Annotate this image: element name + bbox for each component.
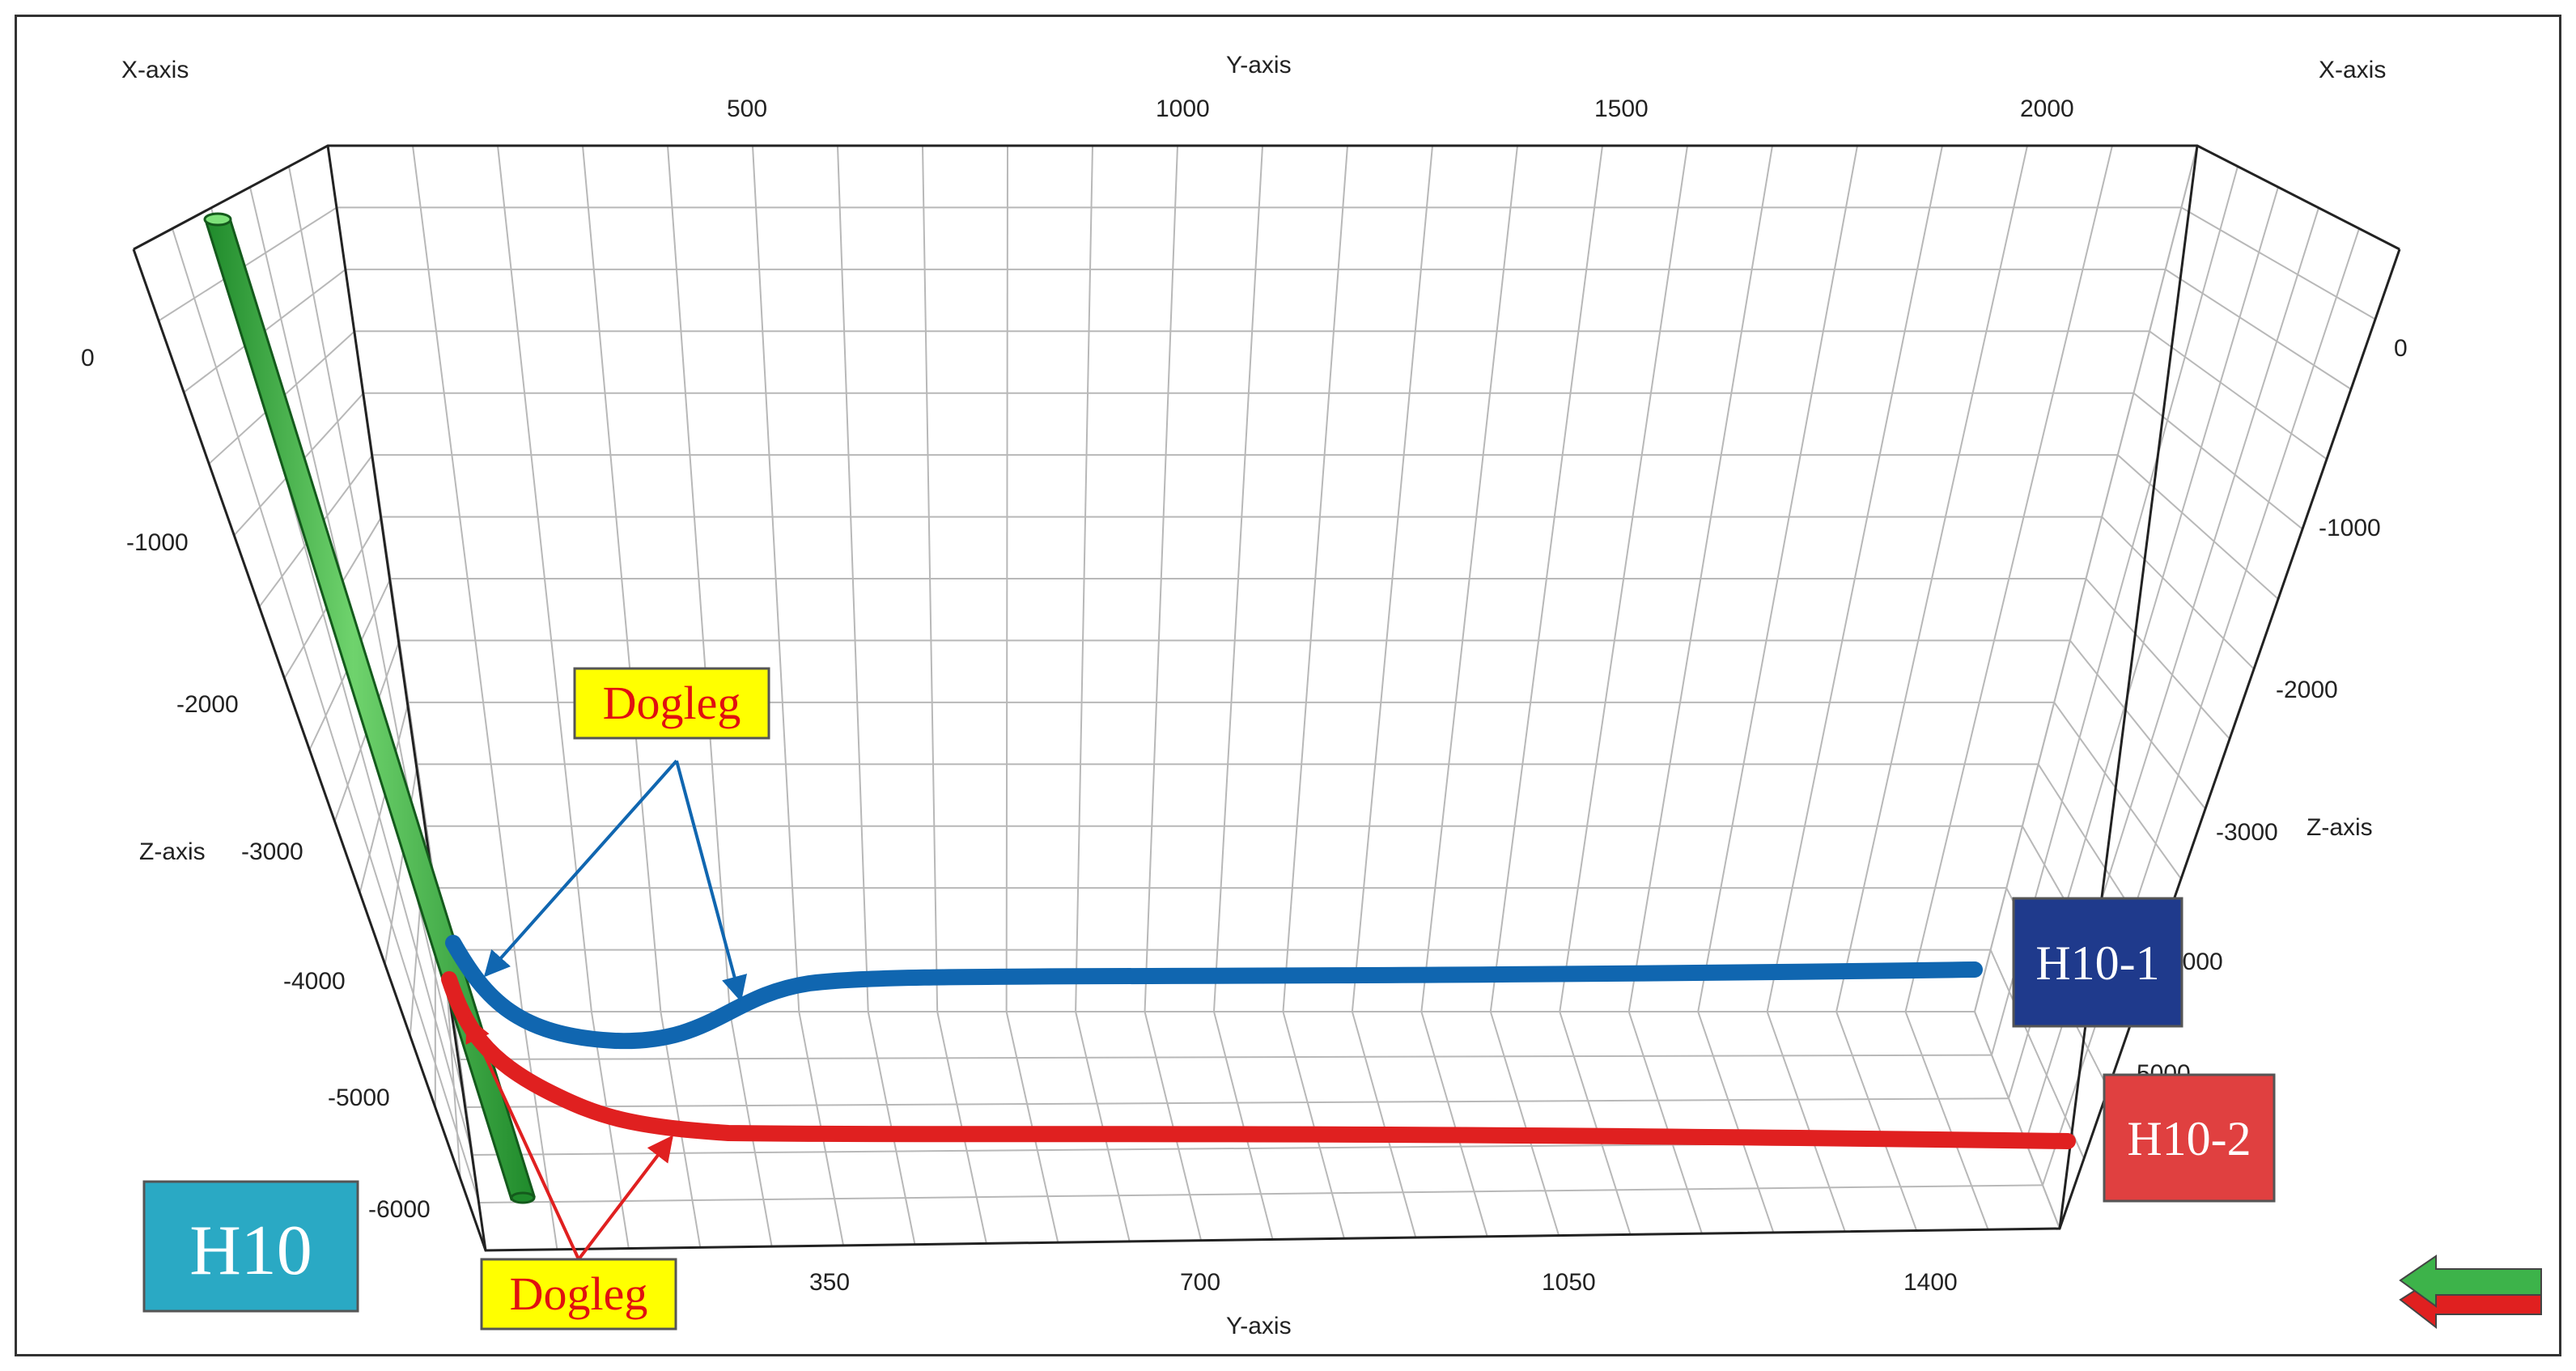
top-tick-label: 2000	[2020, 96, 2074, 122]
left-z-tick-label: -3000	[241, 838, 303, 865]
top-tick-label: 1000	[1156, 96, 1210, 122]
grid-line	[521, 1011, 558, 1250]
well-label-h10-1: H10-1	[2012, 897, 2183, 1028]
left-z-tick-label: -4000	[283, 968, 346, 995]
y-axis-title-bottom: Y-axis	[1226, 1313, 1292, 1339]
grid-line	[359, 702, 410, 893]
branch-h10-1-trajectory	[445, 935, 1983, 1050]
bottom-tick-label: 350	[809, 1269, 850, 1296]
dogleg-arrows-bottom	[465, 1016, 673, 1261]
grid-line	[2069, 639, 2206, 810]
grid-line	[2042, 228, 2360, 1186]
grid-line	[1282, 1011, 1345, 1239]
bottom-tick-label: 700	[1180, 1269, 1220, 1296]
grid-line	[2149, 330, 2328, 461]
left-z-tick-label: -2000	[176, 691, 239, 718]
grid-line	[2117, 454, 2279, 600]
grid-line	[459, 1054, 1992, 1060]
grid-line	[2165, 269, 2352, 390]
z-axis-title-left: Z-axis	[139, 838, 206, 865]
grid-line	[2101, 516, 2255, 670]
figure-frame	[15, 15, 2561, 1356]
bottom-tick-label: 1400	[1903, 1269, 1958, 1296]
dogleg-arrows-top	[483, 759, 748, 1003]
grid-line	[1904, 1011, 1989, 1230]
grid-line	[1766, 1011, 1846, 1233]
grid-line	[590, 1011, 630, 1249]
left-z-tick-label: 0	[81, 345, 95, 371]
grid-line	[1559, 1011, 1632, 1235]
well-label-h10-2: H10-2	[2103, 1073, 2276, 1203]
left-z-tick-label: -6000	[368, 1196, 431, 1223]
top-tick-label: 1500	[1594, 96, 1649, 122]
grid-line	[172, 228, 480, 1203]
well-label-h10: H10	[142, 1180, 359, 1313]
grid-line	[158, 206, 337, 322]
top-tick-label: 500	[727, 96, 767, 122]
grid-line	[2180, 206, 2376, 320]
dogleg-callout-bottom-label: Dogleg	[510, 1267, 648, 1320]
view-direction-arrow-icon[interactable]	[2399, 1254, 2542, 1330]
grid-line	[1974, 145, 2198, 1012]
grid-line	[2133, 392, 2303, 530]
x-axis-title-left: X-axis	[121, 57, 189, 83]
grid-line	[1835, 1011, 1918, 1231]
grid-line	[1351, 1011, 1417, 1238]
right-z-tick-label: -1000	[2319, 515, 2381, 541]
grid-line	[1628, 1011, 1703, 1234]
well-label-h10-2-text: H10-2	[2127, 1112, 2251, 1165]
grid-line	[1974, 1011, 2060, 1229]
dogleg-callout-top-label: Dogleg	[603, 677, 741, 729]
grid-line	[384, 764, 418, 965]
grid-line	[2053, 702, 2182, 880]
left-z-tick-label: -1000	[126, 529, 189, 556]
well-label-h10-text: H10	[189, 1212, 312, 1290]
z-axis-title-right: Z-axis	[2307, 814, 2373, 841]
y-axis-title-top: Y-axis	[1226, 52, 1292, 79]
well-label-h10-1-text: H10-1	[2035, 936, 2159, 990]
dogleg-callout-bottom: Dogleg	[480, 1258, 677, 1331]
right-z-tick-label: -3000	[2216, 819, 2278, 846]
grid-line	[1697, 1011, 1775, 1233]
grid	[133, 145, 2400, 1251]
left-z-tick-label: -5000	[328, 1084, 390, 1111]
grid-line	[2085, 578, 2230, 740]
grid-line	[478, 1184, 2043, 1203]
bottom-tick-label: 1050	[1542, 1269, 1596, 1296]
grid-line	[465, 1097, 2009, 1108]
grid-line	[1213, 1011, 1274, 1240]
x-axis-title-right: X-axis	[2319, 57, 2386, 83]
grid-line	[1989, 949, 2085, 1159]
branch-h10-2-trajectory	[441, 971, 2076, 1149]
grid-line	[1489, 1011, 1560, 1236]
right-z-tick-label: 0	[2394, 335, 2408, 362]
box-outline	[132, 144, 2401, 1252]
dogleg-callout-top: Dogleg	[573, 667, 770, 740]
right-z-tick-label: -2000	[2276, 677, 2338, 703]
grid-line	[1420, 1011, 1488, 1237]
